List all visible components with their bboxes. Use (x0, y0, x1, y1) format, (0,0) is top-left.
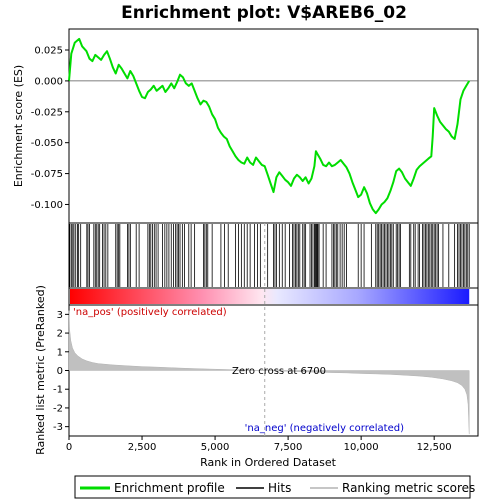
rank-heatbar (68, 287, 479, 306)
metric-y-tick-label: -3 (53, 422, 63, 433)
es-panel: 0.025 0.000 -0.025 -0.050 -0.075 -0.100 (31, 28, 479, 224)
metric-y-tick-label: -2 (53, 403, 63, 414)
x-axis-label: Rank in Ordered Dataset (200, 456, 337, 469)
es-y-axis-label: Enrichment score (ES) (12, 65, 25, 187)
legend-label-hits: Hits (268, 481, 291, 495)
neg-correlated-label: 'na_neg' (negatively correlated) (245, 423, 404, 434)
es-y-tick-label: -0.050 (31, 138, 63, 149)
es-plot-frame (68, 28, 479, 224)
es-y-tick-label: -0.100 (31, 200, 63, 211)
hits-panel (68, 222, 479, 289)
legend-label-metric: Ranking metric scores (342, 481, 475, 495)
x-tick-label: 2,500 (128, 442, 157, 453)
chart-title: Enrichment plot: V$AREB6_02 (121, 3, 407, 23)
es-y-tick-label: 0.000 (34, 76, 63, 87)
x-tick-label: 10,000 (344, 442, 379, 453)
metric-y-axis-label: Ranked list metric (PreRanked) (34, 285, 47, 455)
metric-area (68, 310, 470, 435)
metric-y-tick-label: -1 (53, 385, 63, 396)
es-y-tick-label: 0.025 (34, 46, 63, 57)
legend: Enrichment profile Hits Ranking metric s… (74, 475, 475, 499)
metric-panel: 'na_pos' (positively correlated) Zero cr… (53, 223, 479, 437)
metric-y-tick-label: 3 (57, 310, 63, 321)
es-y-tick-label: -0.025 (31, 107, 63, 118)
metric-y-tick-label: 0 (57, 366, 63, 377)
zero-cross-label: Zero cross at 6700 (232, 366, 326, 377)
x-tick-label: 5,000 (201, 442, 230, 453)
x-tick-label: 7,500 (274, 442, 303, 453)
legend-box (74, 475, 471, 499)
x-tick-label: 0 (66, 442, 72, 453)
pos-correlated-label: 'na_pos' (positively correlated) (73, 307, 227, 318)
heatbar-gradient (70, 289, 470, 304)
legend-label-profile: Enrichment profile (114, 481, 225, 495)
metric-y-tick-label: 2 (57, 329, 63, 340)
enrichment-profile-line (68, 37, 471, 215)
metric-y-tick-label: 1 (57, 347, 63, 358)
es-y-tick-label: -0.075 (31, 169, 63, 180)
x-tick-label: 12,500 (417, 442, 452, 453)
